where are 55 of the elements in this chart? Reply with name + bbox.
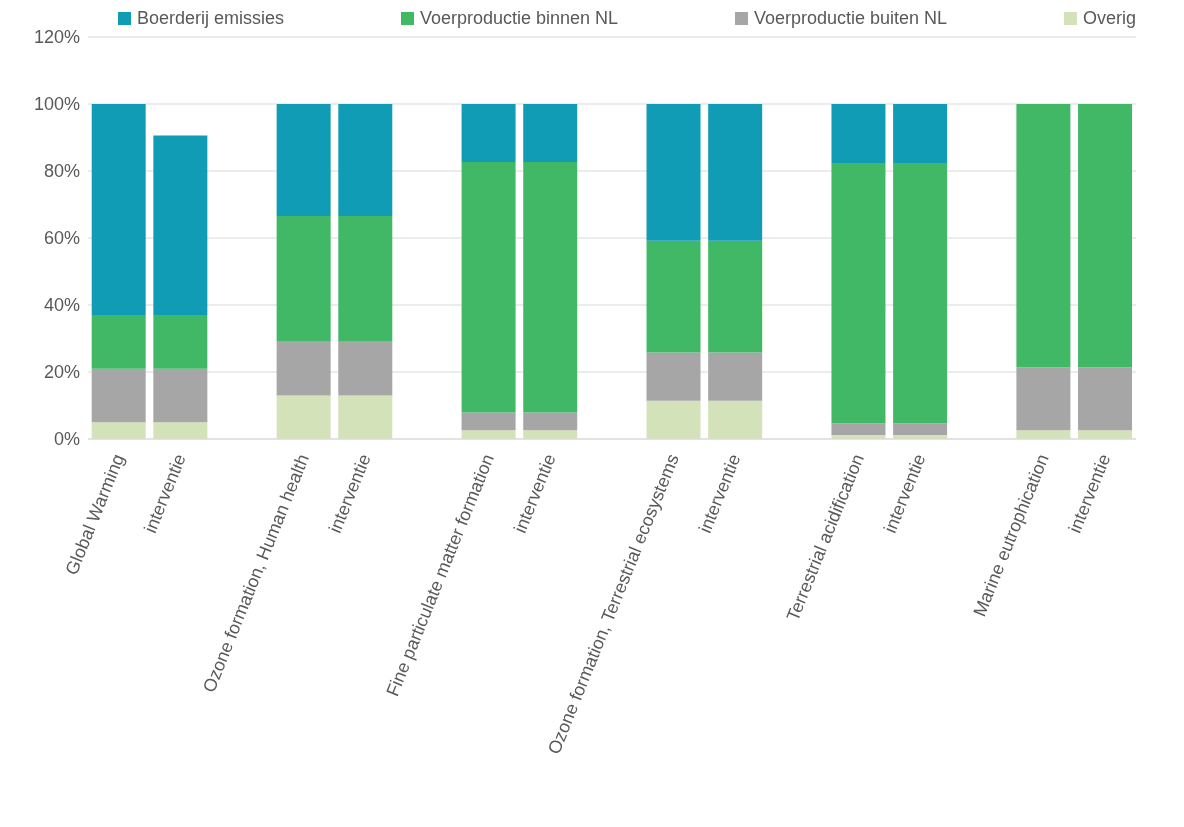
- legend-label: Voerproductie buiten NL: [752, 8, 948, 29]
- bar: [893, 162, 948, 424]
- bar: [461, 430, 516, 439]
- bar: [708, 104, 763, 241]
- bar: [708, 352, 763, 401]
- bar: [461, 161, 516, 413]
- bar: [153, 368, 208, 423]
- y-tick-label: 80%: [43, 161, 80, 182]
- bar: [276, 395, 331, 439]
- bar: [153, 315, 208, 369]
- bar: [338, 341, 393, 396]
- bar: [646, 400, 701, 439]
- bar: [338, 395, 393, 439]
- bar: [708, 400, 763, 439]
- y-tick-label: 100%: [33, 94, 80, 115]
- bar: [1016, 430, 1071, 439]
- bar: [276, 341, 331, 396]
- bar: [831, 104, 886, 163]
- bar: [1078, 104, 1133, 368]
- bar: [153, 422, 208, 439]
- bar: [523, 104, 578, 162]
- y-tick-label: 0%: [53, 429, 80, 450]
- bar: [708, 240, 763, 353]
- bar: [91, 315, 146, 369]
- bar: [893, 104, 948, 163]
- y-tick-label: 60%: [43, 228, 80, 249]
- bar: [646, 104, 701, 241]
- bar: [461, 104, 516, 162]
- bar: [893, 423, 948, 435]
- legend-label: Overig: [1081, 8, 1136, 29]
- bar: [338, 104, 393, 216]
- bar: [646, 240, 701, 353]
- bar: [91, 368, 146, 423]
- bar: [831, 423, 886, 435]
- bar: [91, 104, 146, 316]
- y-tick-label: 120%: [33, 27, 80, 48]
- bar: [276, 104, 331, 216]
- bar: [646, 352, 701, 401]
- bar: [1078, 367, 1133, 431]
- bar: [338, 215, 393, 342]
- bar: [1016, 367, 1071, 431]
- bar: [91, 422, 146, 439]
- y-tick-label: 40%: [43, 295, 80, 316]
- bar: [1078, 430, 1133, 439]
- legend-label: Voerproductie binnen NL: [418, 8, 619, 29]
- bar: [831, 162, 886, 424]
- legend-label: Boerderij emissies: [136, 8, 285, 29]
- y-tick-label: 20%: [43, 362, 80, 383]
- bar: [1016, 104, 1071, 368]
- bar: [461, 412, 516, 431]
- bar: [276, 215, 331, 342]
- bar: [153, 135, 208, 316]
- bar: [523, 430, 578, 439]
- bar: [523, 412, 578, 431]
- bar: [523, 161, 578, 413]
